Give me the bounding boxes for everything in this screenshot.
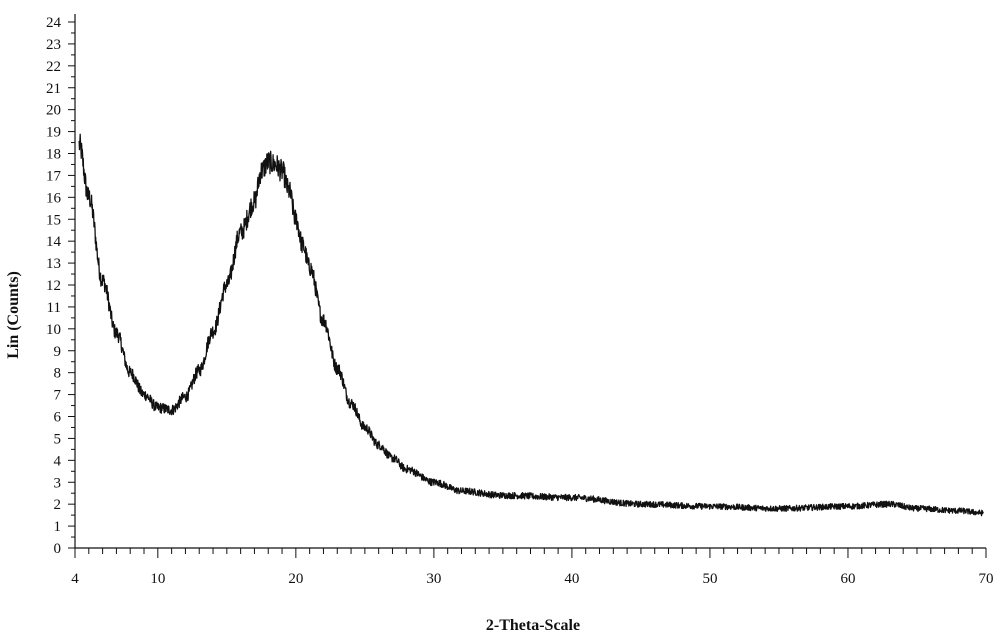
series-layer bbox=[78, 133, 984, 517]
y-tick-label: 15 bbox=[46, 212, 61, 228]
x-tick-label: 50 bbox=[702, 571, 717, 587]
x-tick-label: 10 bbox=[150, 571, 165, 587]
y-tick-label: 13 bbox=[46, 256, 61, 272]
y-tick-label: 23 bbox=[46, 37, 61, 53]
x-tick-label: 70 bbox=[979, 571, 994, 587]
y-tick-label: 8 bbox=[54, 366, 62, 382]
y-tick-label: 10 bbox=[46, 322, 61, 338]
y-tick-label: 5 bbox=[54, 431, 62, 447]
x-axis-ticks: 4 10 20 30 40 50 60 70 bbox=[71, 548, 994, 587]
y-tick-label: 6 bbox=[54, 410, 62, 426]
diffraction-curve bbox=[78, 133, 984, 517]
x-tick-label: 40 bbox=[564, 571, 579, 587]
y-tick-label: 12 bbox=[46, 278, 61, 294]
y-tick-label: 21 bbox=[46, 81, 61, 97]
y-tick-label: 7 bbox=[54, 388, 62, 404]
y-tick-label: 19 bbox=[46, 125, 61, 141]
x-tick-label: 30 bbox=[426, 571, 441, 587]
y-tick-label: 14 bbox=[46, 234, 62, 250]
y-tick-label: 2 bbox=[54, 497, 62, 513]
y-tick-label: 20 bbox=[46, 103, 61, 119]
y-axis-title: Lin (Counts) bbox=[5, 271, 22, 359]
y-tick-label: 11 bbox=[47, 300, 61, 316]
x-tick-label: 60 bbox=[840, 571, 855, 587]
y-tick-label: 1 bbox=[54, 519, 62, 535]
x-axis-title: 2-Theta-Scale bbox=[486, 617, 580, 634]
y-tick-label: 4 bbox=[54, 453, 62, 469]
y-tick-label: 22 bbox=[46, 59, 61, 75]
y-tick-label: 17 bbox=[46, 168, 62, 184]
y-tick-label: 24 bbox=[46, 15, 62, 31]
y-tick-label: 16 bbox=[46, 190, 62, 206]
y-tick-label: 0 bbox=[54, 541, 62, 557]
y-tick-label: 9 bbox=[54, 344, 62, 360]
x-tick-label: 20 bbox=[288, 571, 303, 587]
y-tick-label: 18 bbox=[46, 147, 61, 163]
x-tick-label: 4 bbox=[71, 571, 79, 587]
y-tick-label: 3 bbox=[54, 475, 62, 491]
